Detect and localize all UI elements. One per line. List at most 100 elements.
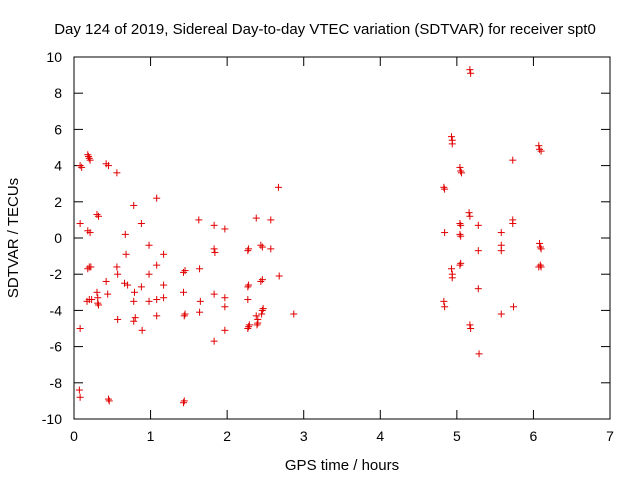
data-point — [252, 312, 260, 320]
data-point — [124, 281, 132, 289]
data-point — [457, 232, 465, 240]
data-point — [78, 163, 86, 171]
data-point — [113, 263, 121, 271]
data-point — [456, 163, 464, 171]
data-point — [267, 216, 275, 224]
y-tick-label: 4 — [54, 158, 62, 174]
x-tick-label: 7 — [606, 428, 614, 444]
axis-ticks — [73, 56, 611, 420]
data-point — [536, 243, 544, 251]
data-point — [258, 310, 266, 318]
data-point — [94, 299, 102, 307]
data-point — [76, 162, 84, 170]
y-tick-label: -2 — [50, 266, 63, 282]
data-point — [104, 290, 112, 298]
data-point — [274, 183, 282, 191]
data-point — [536, 145, 544, 153]
data-point — [85, 153, 93, 161]
data-point — [466, 321, 474, 329]
data-point — [181, 310, 189, 318]
data-point — [474, 247, 482, 255]
data-point — [104, 162, 112, 170]
data-point — [467, 69, 475, 77]
data-point — [474, 285, 482, 293]
data-point — [113, 169, 121, 177]
data-point — [465, 209, 473, 217]
data-point — [244, 325, 252, 332]
data-point — [456, 230, 464, 238]
data-point — [448, 140, 456, 148]
data-point — [447, 265, 455, 273]
data-point — [244, 247, 252, 255]
data-point — [87, 263, 95, 271]
data-point — [121, 279, 129, 287]
data-point — [448, 274, 456, 282]
chart-title: Day 124 of 2019, Sidereal Day-to-day VTE… — [54, 21, 596, 38]
data-point — [180, 397, 188, 405]
data-point — [221, 326, 229, 334]
data-points — [75, 66, 545, 407]
x-tick-label: 6 — [530, 428, 538, 444]
x-tick-label: 0 — [70, 428, 78, 444]
data-point — [86, 156, 94, 164]
y-tick-label: -10 — [42, 411, 62, 427]
data-point — [440, 183, 448, 191]
data-point — [275, 272, 283, 280]
data-point — [441, 229, 449, 237]
data-point — [196, 265, 204, 273]
data-point — [509, 220, 517, 228]
data-point — [221, 225, 229, 233]
data-point — [180, 312, 188, 320]
axis-tick-labels: 0 1 2 3 4 5 6 7 -10 -8 -6 -4 -2 0 2 4 6 8 10 — [42, 49, 614, 444]
data-point — [93, 288, 101, 296]
data-point — [245, 281, 253, 289]
data-point — [95, 301, 103, 309]
y-axis-label: SDTVAR / TECUs — [5, 178, 22, 298]
data-point — [195, 216, 203, 224]
data-point — [138, 326, 146, 334]
data-point — [257, 277, 265, 285]
data-point — [258, 243, 266, 251]
data-point — [181, 267, 189, 275]
data-point — [535, 142, 543, 150]
data-point — [102, 277, 110, 285]
data-point — [457, 167, 465, 175]
data-point — [456, 220, 464, 228]
data-point — [160, 250, 168, 258]
y-tick-label: 2 — [54, 194, 62, 210]
data-point — [497, 229, 505, 237]
data-point — [258, 276, 266, 284]
data-point — [76, 325, 84, 332]
data-point — [145, 270, 153, 278]
data-point — [244, 283, 252, 291]
data-point — [467, 325, 475, 332]
data-point — [130, 288, 138, 296]
data-point — [441, 303, 449, 311]
data-point — [114, 270, 122, 278]
data-point — [457, 259, 465, 267]
x-tick-label: 5 — [453, 428, 461, 444]
data-point — [137, 283, 145, 291]
data-point — [536, 239, 544, 247]
data-point — [76, 220, 84, 228]
y-tick-label: -4 — [50, 302, 63, 318]
data-point — [210, 337, 218, 345]
data-point — [153, 312, 161, 320]
x-axis-label: GPS time / hours — [285, 457, 399, 474]
data-point — [179, 268, 187, 276]
y-tick-label: 10 — [46, 49, 62, 65]
data-point — [245, 321, 253, 329]
data-point — [253, 321, 261, 329]
data-point — [267, 245, 275, 253]
data-point — [95, 212, 103, 220]
data-point — [114, 315, 122, 323]
data-point — [536, 261, 544, 269]
data-point — [474, 221, 482, 229]
data-point — [497, 247, 505, 255]
data-point — [130, 317, 138, 325]
y-tick-label: -8 — [50, 375, 63, 391]
x-tick-label: 4 — [376, 428, 384, 444]
data-point — [75, 386, 83, 394]
data-point — [210, 245, 218, 253]
data-point — [179, 288, 187, 296]
